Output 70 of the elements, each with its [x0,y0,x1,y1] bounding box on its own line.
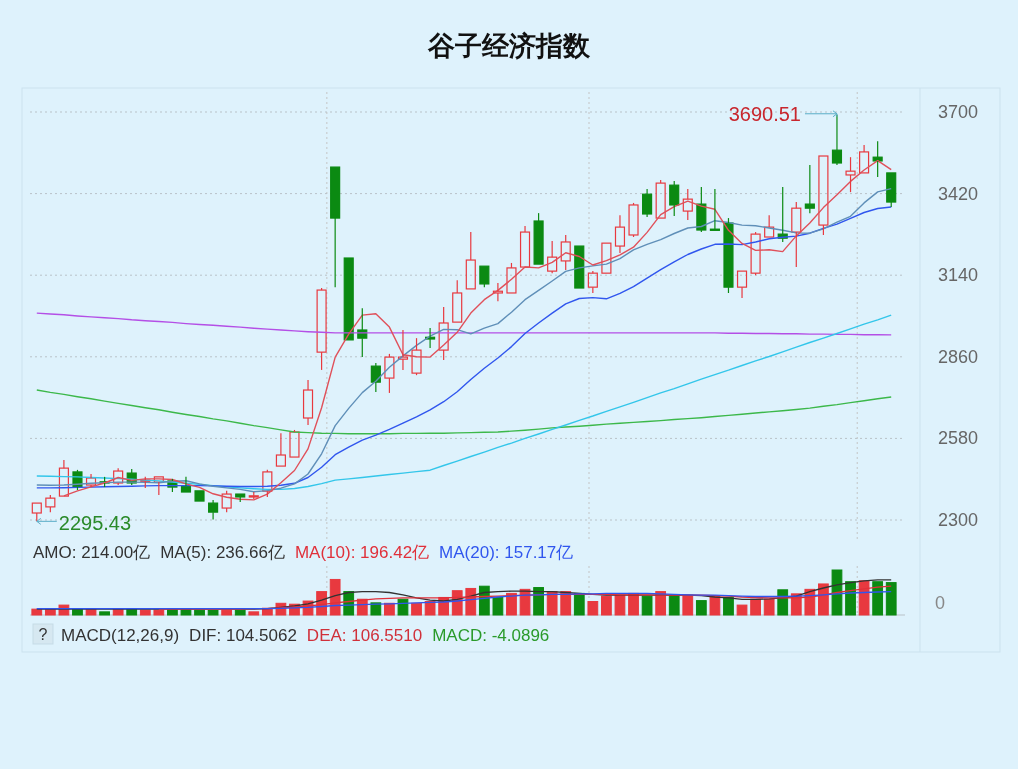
candlestick [601,242,612,274]
bar [207,610,219,616]
bar [736,604,748,616]
candlestick [859,144,870,174]
bar [234,609,246,616]
bar [587,601,599,616]
bar [99,611,110,616]
line-series [36,314,892,491]
candlestick [465,231,476,290]
candlestick [736,270,748,299]
y-tick-label: 3140 [937,265,979,286]
candlestick [113,467,124,486]
bar [397,598,409,616]
candlestick [275,432,286,467]
annotation: 2295.43 [58,512,132,535]
candlestick [628,202,639,238]
candlestick [750,231,761,276]
bar [492,596,504,616]
text: MA(5): 236.66亿 [160,543,285,562]
annotation: 3690.51 [728,102,801,125]
bar [750,598,761,616]
candlestick [642,188,653,218]
bar [695,600,707,616]
series-label: MA(20): 157.17亿 [439,543,574,562]
bar [424,601,436,616]
candlestick [343,257,354,341]
bar [885,582,897,616]
candlestick [330,166,341,288]
candlestick [492,282,503,302]
bar [641,595,653,616]
candlestick [58,459,69,497]
text: ? [38,626,48,643]
text: 0 [934,593,946,613]
bar [411,602,422,616]
bar [139,609,151,616]
candlestick [614,214,626,254]
line-series [36,389,892,435]
bar [573,592,585,616]
candlestick [397,329,409,371]
bar [546,591,558,616]
y-tick-label: 3420 [937,183,979,204]
chart-title: 谷子经济指数 [427,31,591,61]
candlestick [180,476,192,493]
bar [709,596,721,616]
y-tick-label: 2860 [937,346,979,367]
text: MACD(12,26,9) [61,626,180,645]
y-tick-label: 3700 [937,102,979,122]
y-tick-label: 2300 [937,510,979,530]
bar [248,611,260,616]
bar [560,591,572,616]
text: MACD: -4.0896 [432,626,550,645]
y-tick-label: 2580 [937,428,979,449]
bar [831,569,843,616]
bar [31,608,43,616]
candlestick [85,473,97,488]
text: DEA: 106.5510 [306,626,423,645]
bar [723,596,734,616]
text: MA(10): 196.42亿 [294,543,430,562]
candlestick [831,114,843,166]
candlestick [194,490,205,502]
candlestick [519,225,531,268]
candlestick [289,429,300,458]
candlestick [574,245,585,289]
candlestick [302,379,314,426]
text: AMO: 214.00亿 [33,543,151,562]
bar [194,609,205,616]
text: DIF: 104.5062 [189,626,297,645]
bar [668,594,680,616]
bar [533,587,544,616]
candlestick [208,499,219,521]
